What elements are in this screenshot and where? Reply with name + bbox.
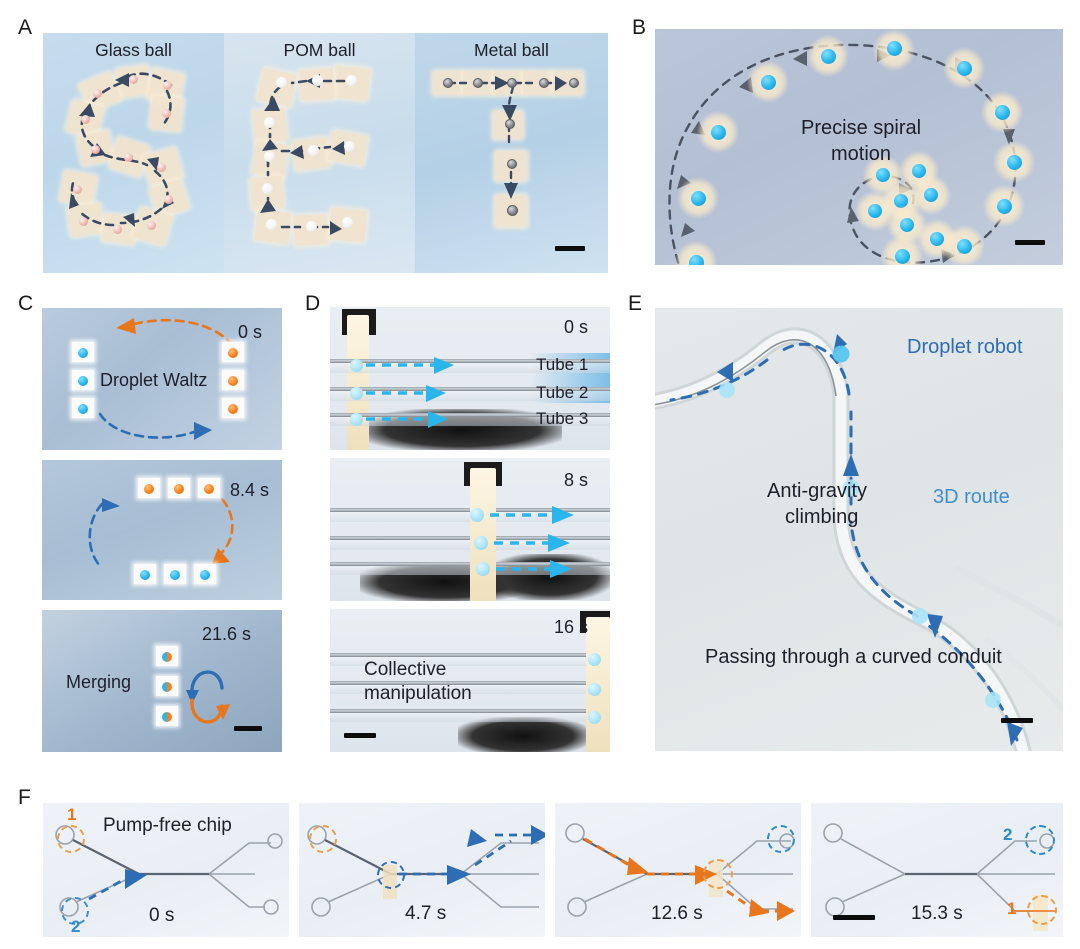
panel-f-time-0: 0 s (149, 905, 175, 926)
marker-ring-one-2 (703, 859, 733, 889)
marker-number-two-0: 2 (71, 917, 81, 936)
panel-c-caption-2: Merging (66, 672, 132, 692)
panel-c-time-2: 21.6 s (202, 624, 252, 644)
panel-d-time-0: 0 s (564, 317, 589, 337)
panel-d-time-2: 16 s (554, 617, 589, 637)
panel-d-frame-0: 0 s Tube 1 Tube 2 Tube 3 (330, 307, 610, 450)
subpanel-title-glass: Glass ball (95, 40, 172, 60)
panel-f-frame-1: 4.7 s (299, 803, 545, 937)
chip-channels-0 (55, 825, 283, 917)
merge-arrows (186, 670, 230, 724)
panel-d-frame-1: 8 s (330, 458, 610, 601)
panel-e-label-climbing-line2: climbing (785, 506, 859, 528)
marker-ring-two-3 (1025, 825, 1055, 855)
panel-a-image: Glass ball (43, 33, 608, 273)
subpanel-metal-ball: Metal ball (415, 33, 608, 273)
panel-f-time-2: 12.6 s (651, 903, 703, 924)
marker-ring-one-0 (57, 825, 85, 853)
panel-b-image: Precise spiral motion (655, 29, 1063, 265)
panel-label-d: D (305, 292, 321, 315)
panel-label-c: C (18, 292, 34, 315)
panel-label-a: A (18, 16, 33, 39)
panel-b-caption-line2: motion (831, 143, 892, 165)
panel-c-frame-2: Merging 21.6 s (42, 610, 282, 752)
panel-b-caption-line1: Precise spiral (801, 117, 922, 139)
marker-number-two-3: 2 (1003, 825, 1013, 844)
marker-ring-one-1 (309, 825, 337, 853)
marker-ring-two-2 (767, 825, 795, 853)
panel-f-frame-0: 1 2 Pump-free chip 0 s (43, 803, 289, 937)
panel-f-frame-2: 12.6 s (555, 803, 801, 937)
trajectory-glass (69, 72, 174, 227)
marker-ring-one-3 (1027, 895, 1057, 925)
panel-c-time-1: 8.4 s (230, 480, 270, 500)
tube-arrows-1 (490, 506, 574, 578)
panel-label-e: E (628, 292, 643, 315)
scalebar-panel-f (833, 915, 875, 920)
marker-number-one-0: 1 (67, 805, 77, 824)
marker-number-one-3: 1 (1007, 899, 1017, 918)
scalebar-panel-b (1015, 240, 1045, 245)
tube-label-2: Tube 2 (536, 383, 589, 402)
subpanel-title-pom: POM ball (283, 40, 356, 60)
panel-label-b: B (632, 16, 647, 39)
subpanel-pom-ball: POM ball (224, 33, 415, 273)
tube-label-3: Tube 3 (536, 409, 589, 428)
panel-d-caption-line2: manipulation (364, 683, 472, 704)
panel-e-label-route: 3D route (933, 486, 1010, 508)
panel-c-frame-1: 8.4 s (42, 460, 282, 600)
subpanel-title-metal: Metal ball (474, 40, 549, 60)
marker-ring-two-0 (61, 897, 89, 925)
panel-e-image: Droplet robot 3D route Anti-gravity clim… (655, 308, 1063, 751)
trajectory-metal (447, 76, 567, 199)
conduit-and-route (655, 327, 1063, 751)
panel-f-time-3: 15.3 s (911, 903, 963, 924)
tube-label-1: Tube 1 (536, 355, 589, 374)
scalebar-panel-c (234, 726, 262, 731)
panel-e-label-droplet-robot: Droplet robot (907, 336, 1023, 358)
panel-f-frame-3: 2 1 15.3 s (811, 803, 1063, 937)
scalebar-panel-e (1001, 718, 1033, 723)
panel-c-caption-0: Droplet Waltz (100, 370, 208, 390)
tube-arrows-0 (366, 357, 454, 428)
panel-d-time-1: 8 s (564, 470, 589, 490)
trajectory-pom (260, 74, 346, 235)
panel-e-label-climbing-line1: Anti-gravity (767, 480, 868, 502)
marker-ring-two-1 (377, 861, 405, 889)
panel-f-chip-caption: Pump-free chip (103, 815, 232, 836)
subpanel-glass-ball: Glass ball (43, 33, 224, 273)
panel-c-time-0: 0 s (238, 322, 263, 342)
scalebar-panel-d (344, 733, 376, 738)
panel-c-frame-0: Droplet Waltz 0 s (42, 308, 282, 450)
panel-d-caption-line1: Collective (364, 659, 447, 680)
panel-f-time-1: 4.7 s (405, 903, 447, 924)
panel-label-f: F (18, 786, 32, 809)
scalebar-panel-a (555, 246, 585, 251)
panel-d-frame-2: Collective manipulation 16 s (330, 609, 610, 752)
panel-e-label-bottom: Passing through a curved conduit (705, 646, 1002, 668)
